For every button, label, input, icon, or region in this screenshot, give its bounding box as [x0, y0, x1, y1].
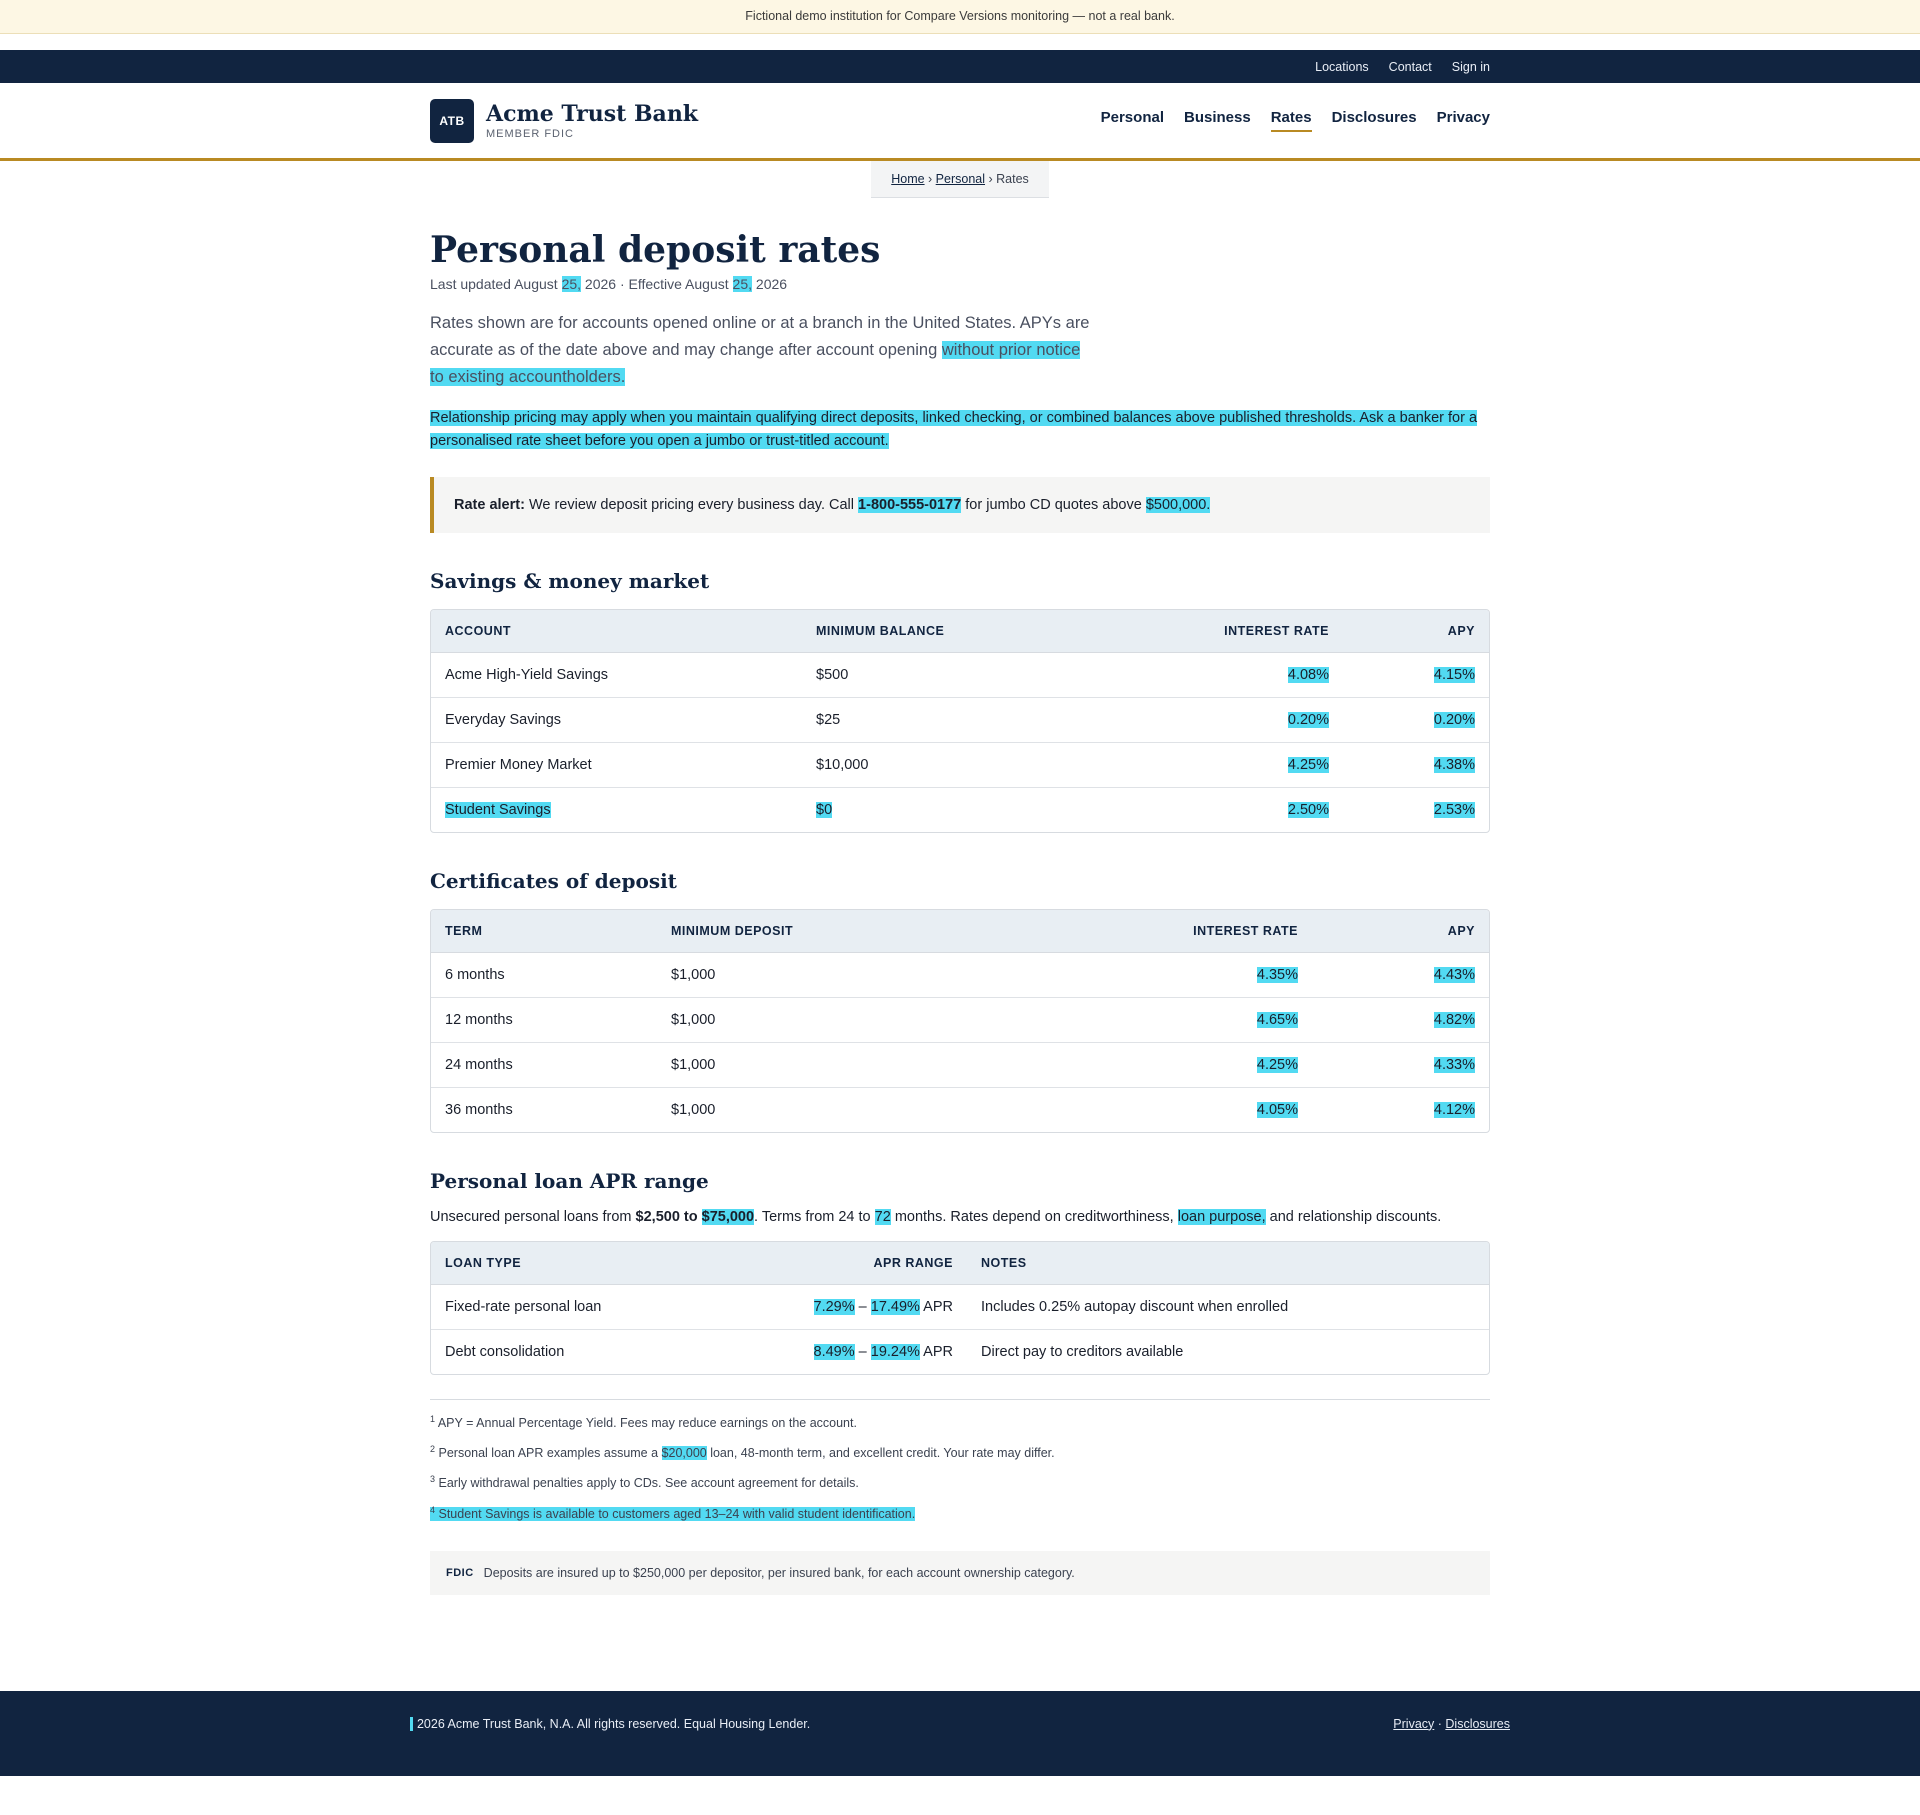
col-apr-range: APR RANGE	[731, 1242, 967, 1285]
nav-personal[interactable]: Personal	[1100, 109, 1164, 126]
fdic-label: FDIC	[446, 1566, 474, 1579]
col-notes: NOTES	[967, 1242, 1489, 1285]
main-content: Personal deposit rates Last updated Augu…	[430, 228, 1490, 1595]
page-title: Personal deposit rates	[430, 229, 881, 271]
savings-heading: Savings & money market	[430, 569, 710, 593]
footer-link-disclosures[interactable]: Disclosures	[1445, 1716, 1510, 1731]
footer-link-privacy[interactable]: Privacy	[1393, 1716, 1435, 1731]
updated-line: Last updated August 25, 2026 · Effective…	[430, 276, 788, 292]
col-interest-rate: INTEREST RATE	[1004, 910, 1312, 953]
table-row: Student Savings $0 2.50% 2.53%	[445, 801, 1475, 818]
nav-rates[interactable]: Rates	[1270, 109, 1312, 132]
table-row: 12 months $1,000 4.65% 4.82%	[431, 997, 1489, 1043]
demo-banner-text: Fictional demo institution for Compare V…	[745, 9, 1175, 23]
utility-bar: Locations Contact Sign in	[0, 50, 1920, 83]
brand-name: Acme Trust Bank	[486, 100, 699, 127]
breadcrumb-personal[interactable]: Personal	[935, 172, 986, 186]
rate-alert-label: Rate alert:	[454, 497, 525, 513]
col-term: TERM	[431, 910, 657, 953]
col-account: ACCOUNT	[431, 610, 802, 653]
col-min-balance: MINIMUM BALANCE	[802, 610, 1095, 653]
col-apy: APY	[1343, 610, 1489, 653]
savings-table: ACCOUNT MINIMUM BALANCE INTEREST RATE AP…	[430, 609, 1490, 833]
table-row: Acme High-Yield Savings $500 4.08% 4.15%	[431, 652, 1489, 698]
site-footer: 2026 Acme Trust Bank, N.A. All rights re…	[0, 1690, 1920, 1776]
main-nav: Personal Business Rates Disclosures Priv…	[1101, 109, 1490, 132]
fdic-text: Deposits are insured up to $250,000 per …	[483, 1565, 1075, 1580]
col-min-deposit: MINIMUM DEPOSIT	[657, 910, 1005, 953]
footer-copyright: 2026 Acme Trust Bank, N.A. All rights re…	[410, 1716, 810, 1731]
loan-table: LOAN TYPE APR RANGE NOTES Fixed-rate per…	[430, 1241, 1490, 1375]
breadcrumb: Home › Personal › Rates	[871, 161, 1049, 198]
breadcrumb-home[interactable]: Home	[891, 172, 925, 186]
col-interest-rate: INTEREST RATE	[1094, 610, 1343, 653]
cd-table: TERM MINIMUM DEPOSIT INTEREST RATE APY 6…	[430, 909, 1490, 1133]
nav-business[interactable]: Business	[1184, 109, 1251, 126]
alert-phone-link[interactable]: 1-800-555-0177	[858, 497, 962, 513]
table-row: Debt consolidation 8.49% – 19.24% APR Dire…	[445, 1343, 1184, 1360]
table-row: 6 months $1,000 4.35% 4.43%	[431, 952, 1489, 998]
footnote-4: 4 Student Savings is available to custom…	[430, 1504, 916, 1521]
table-row: Premier Money Market $10,000 4.25% 4.38%	[431, 742, 1489, 788]
rate-alert: Rate alert: We review deposit pricing ev…	[430, 477, 1490, 533]
relationship-paragraph: Relationship pricing may apply when you …	[430, 410, 1478, 449]
col-loan-type: LOAN TYPE	[431, 1242, 731, 1285]
lead-paragraph: Rates shown are for accounts opened onli…	[430, 314, 1090, 386]
nav-disclosures[interactable]: Disclosures	[1331, 109, 1417, 126]
loan-intro: Unsecured personal loans from $2,500 to …	[430, 1209, 1442, 1225]
fdic-notice: FDIC Deposits are insured up to $250,000…	[430, 1550, 1490, 1595]
utility-link-contact[interactable]: Contact	[1388, 59, 1432, 74]
nav-privacy[interactable]: Privacy	[1436, 109, 1490, 126]
table-row: Fixed-rate personal loan 7.29% – 17.49% A…	[431, 1284, 1489, 1330]
brand-subtitle: MEMBER FDIC	[486, 127, 574, 140]
logo-badge: ATB	[430, 98, 474, 143]
col-apy: APY	[1312, 910, 1489, 953]
utility-link-sign-in[interactable]: Sign in	[1451, 59, 1490, 74]
table-row: Everyday Savings $25 0.20% 0.20%	[431, 697, 1489, 743]
demo-banner: Fictional demo institution for Compare V…	[0, 0, 1920, 34]
table-row: 36 months $1,000 4.05% 4.12%	[445, 1101, 1475, 1118]
footnote-2: 2 Personal loan APR examples assume a $2…	[430, 1444, 1055, 1461]
footnotes: 1 APY = Annual Percentage Yield. Fees ma…	[430, 1399, 1490, 1521]
utility-link-locations[interactable]: Locations	[1315, 59, 1369, 74]
brand-logo[interactable]: ATB Acme Trust Bank MEMBER FDIC	[430, 98, 699, 143]
site-header: ATB Acme Trust Bank MEMBER FDIC Personal…	[0, 83, 1920, 161]
loan-heading: Personal loan APR range	[430, 1169, 709, 1193]
footnote-1: 1 APY = Annual Percentage Yield. Fees ma…	[430, 1414, 857, 1431]
table-row: 24 months $1,000 4.25% 4.33%	[431, 1042, 1489, 1088]
cd-heading: Certificates of deposit	[430, 869, 677, 893]
breadcrumb-current: Rates	[996, 172, 1029, 186]
footnote-3: 3 Early withdrawal penalties apply to CD…	[430, 1474, 859, 1491]
